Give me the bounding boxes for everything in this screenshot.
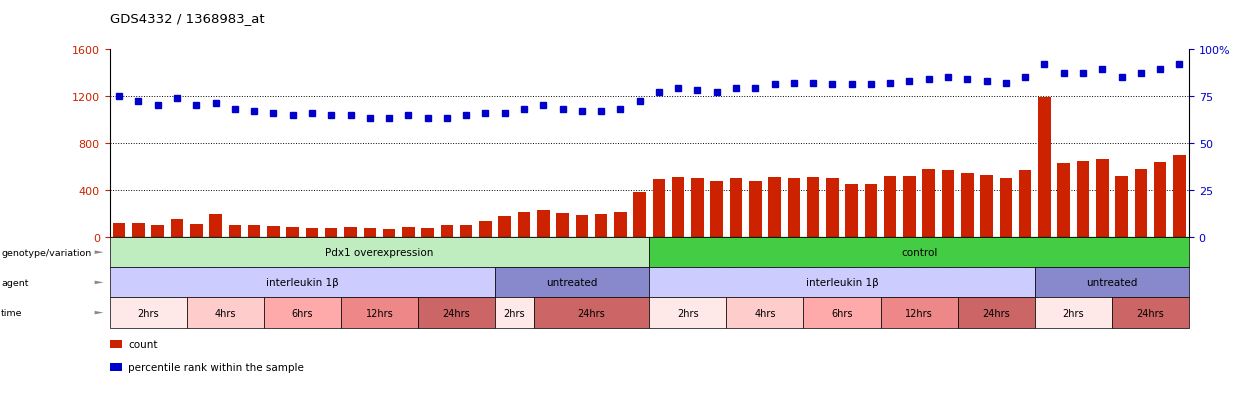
Text: 6hrs: 6hrs — [291, 308, 312, 318]
Bar — [441, 226, 453, 237]
Text: 4hrs: 4hrs — [214, 308, 237, 318]
Bar — [1173, 155, 1185, 237]
Bar — [306, 228, 319, 237]
Bar — [1057, 164, 1069, 237]
Bar — [1134, 169, 1147, 237]
Text: 24hrs: 24hrs — [443, 308, 471, 318]
Bar — [113, 223, 126, 237]
Bar — [845, 185, 858, 237]
Bar — [941, 171, 955, 237]
Bar — [614, 212, 626, 237]
Bar — [382, 230, 396, 237]
Bar — [479, 222, 492, 237]
Bar — [768, 178, 781, 237]
Bar — [575, 216, 588, 237]
Bar — [980, 175, 992, 237]
Bar — [209, 214, 222, 237]
Bar — [711, 181, 723, 237]
Text: time: time — [1, 309, 22, 317]
Bar — [152, 226, 164, 237]
Bar — [286, 228, 299, 237]
Bar — [459, 225, 472, 237]
Text: untreated: untreated — [547, 278, 598, 288]
Text: Pdx1 overexpression: Pdx1 overexpression — [325, 247, 433, 258]
Bar — [634, 193, 646, 237]
Bar — [884, 176, 896, 237]
Text: 24hrs: 24hrs — [982, 308, 1010, 318]
Bar — [325, 229, 337, 237]
Text: 2hrs: 2hrs — [677, 308, 698, 318]
Text: agent: agent — [1, 278, 29, 287]
Text: 24hrs: 24hrs — [1137, 308, 1164, 318]
Text: 2hrs: 2hrs — [137, 308, 159, 318]
Bar — [730, 179, 742, 237]
Bar — [788, 179, 801, 237]
Bar — [691, 179, 703, 237]
Bar — [652, 180, 665, 237]
Bar — [537, 211, 549, 237]
Bar — [498, 217, 510, 237]
Bar — [1018, 171, 1031, 237]
Bar — [595, 214, 608, 237]
Bar — [421, 229, 433, 237]
Text: 6hrs: 6hrs — [832, 308, 853, 318]
Bar — [923, 169, 935, 237]
Bar — [961, 174, 974, 237]
Bar — [344, 227, 357, 237]
Text: 24hrs: 24hrs — [578, 308, 605, 318]
Bar — [672, 178, 685, 237]
Bar — [557, 214, 569, 237]
Bar — [1116, 176, 1128, 237]
Text: untreated: untreated — [1086, 278, 1138, 288]
Bar — [1154, 162, 1167, 237]
Text: 12hrs: 12hrs — [366, 308, 393, 318]
Bar — [171, 220, 183, 237]
Text: control: control — [901, 247, 937, 258]
Text: count: count — [128, 339, 158, 349]
Text: interleukin 1β: interleukin 1β — [266, 278, 339, 288]
Bar — [827, 179, 839, 237]
Text: 2hrs: 2hrs — [1062, 308, 1084, 318]
Bar — [1096, 160, 1108, 237]
Bar — [749, 181, 762, 237]
Bar — [1038, 98, 1051, 237]
Bar — [190, 225, 203, 237]
Text: percentile rank within the sample: percentile rank within the sample — [128, 362, 304, 372]
Bar — [132, 223, 144, 237]
Bar — [402, 227, 415, 237]
Bar — [248, 226, 260, 237]
Bar — [1077, 161, 1089, 237]
Text: GDS4332 / 1368983_at: GDS4332 / 1368983_at — [110, 12, 264, 25]
Text: 12hrs: 12hrs — [905, 308, 933, 318]
Bar — [903, 176, 916, 237]
Text: 2hrs: 2hrs — [503, 308, 525, 318]
Bar — [364, 229, 376, 237]
Bar — [1000, 179, 1012, 237]
Bar — [807, 178, 819, 237]
Text: genotype/variation: genotype/variation — [1, 248, 91, 257]
Text: 4hrs: 4hrs — [754, 308, 776, 318]
Bar — [229, 225, 242, 237]
Bar — [865, 185, 878, 237]
Bar — [518, 213, 530, 237]
Text: interleukin 1β: interleukin 1β — [806, 278, 879, 288]
Bar — [268, 227, 280, 237]
